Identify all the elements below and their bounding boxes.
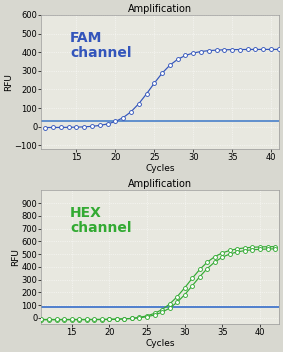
- Text: HEX
channel: HEX channel: [70, 206, 132, 235]
- Y-axis label: RFU: RFU: [4, 73, 13, 91]
- Title: Amplification: Amplification: [128, 180, 192, 189]
- Title: Amplification: Amplification: [128, 4, 192, 14]
- Y-axis label: RFU: RFU: [11, 248, 20, 266]
- X-axis label: Cycles: Cycles: [145, 339, 175, 348]
- X-axis label: Cycles: Cycles: [145, 164, 175, 172]
- Text: FAM
channel: FAM channel: [70, 31, 132, 60]
